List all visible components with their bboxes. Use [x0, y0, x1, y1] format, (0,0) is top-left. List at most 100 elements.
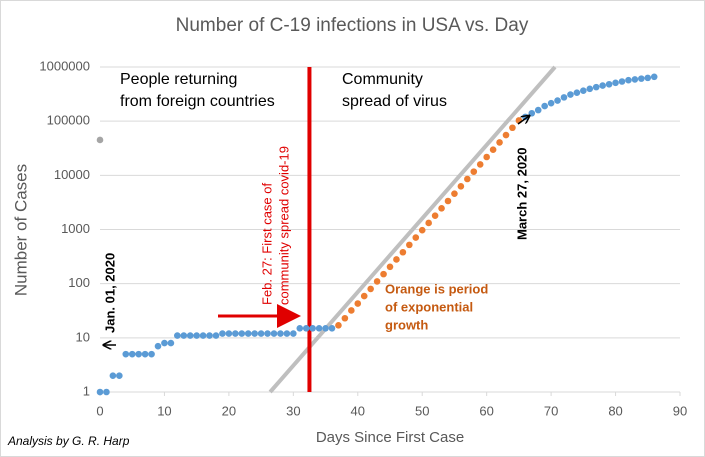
point	[560, 94, 568, 101]
point	[367, 285, 374, 293]
x-tick-label: 20	[222, 403, 236, 418]
point	[605, 80, 613, 88]
annotation: March 27, 2020	[514, 147, 529, 240]
point	[122, 350, 130, 358]
point	[476, 161, 484, 168]
y-axis-label: Number of Cases	[11, 164, 30, 296]
x-tick-label: 90	[673, 403, 687, 418]
point	[406, 241, 413, 249]
point	[399, 248, 407, 256]
point	[541, 102, 548, 110]
point	[225, 330, 233, 337]
point	[496, 139, 503, 146]
x-tick-label: 50	[415, 403, 429, 418]
point	[167, 339, 175, 347]
point	[148, 350, 155, 358]
point	[348, 307, 355, 314]
point	[199, 332, 207, 339]
point	[483, 153, 490, 161]
point	[309, 324, 316, 332]
x-tick-label: 70	[544, 403, 558, 418]
point	[186, 332, 194, 339]
point	[96, 388, 104, 396]
point	[315, 324, 323, 332]
point	[161, 339, 168, 347]
point	[103, 388, 110, 396]
y-tick-label: 100	[68, 275, 90, 290]
point	[547, 99, 555, 107]
point	[567, 91, 574, 98]
x-tick-label: 60	[479, 403, 493, 418]
point	[386, 263, 394, 271]
point	[335, 322, 342, 329]
y-tick-label: 1000	[61, 221, 90, 236]
arrow	[517, 116, 529, 125]
point	[612, 79, 619, 87]
point	[451, 190, 458, 197]
point	[296, 324, 304, 332]
point	[599, 82, 606, 89]
point	[193, 332, 200, 339]
point	[322, 324, 329, 332]
point	[277, 330, 284, 337]
point	[586, 85, 594, 93]
point	[444, 197, 452, 205]
annotation: community spread covid-19	[276, 146, 291, 305]
point	[96, 136, 104, 144]
x-tick-label: 30	[286, 403, 300, 418]
point	[412, 234, 420, 241]
annotation: growth	[385, 317, 428, 332]
point	[219, 330, 226, 337]
y-tick-label: 10	[76, 329, 90, 344]
fit-line	[268, 65, 557, 394]
point	[354, 300, 362, 307]
y-tick-label: 1	[83, 383, 90, 398]
point	[244, 330, 252, 337]
point	[489, 146, 497, 154]
point	[328, 324, 336, 332]
x-tick-label: 40	[351, 403, 365, 418]
point	[212, 332, 220, 339]
annotation: spread of virus	[342, 93, 447, 110]
y-tick-label: 1000000	[39, 58, 90, 73]
annotation: Feb. 27: First case of	[259, 183, 274, 305]
point	[431, 212, 439, 219]
annotation: Analysis by G. R. Harp	[7, 434, 130, 448]
point	[554, 97, 561, 104]
point	[457, 183, 465, 190]
point	[116, 372, 123, 379]
point	[232, 330, 239, 337]
x-tick-label: 10	[157, 403, 171, 418]
point	[109, 372, 117, 379]
annotation: Jan. 01, 2020	[102, 253, 117, 333]
x-axis-label: Days Since First Case	[316, 429, 464, 446]
annotation: of exponential	[385, 299, 473, 314]
point	[438, 205, 445, 212]
point	[470, 168, 478, 175]
point	[270, 330, 278, 337]
point	[509, 124, 516, 132]
point	[425, 219, 432, 227]
point	[154, 342, 162, 350]
point	[528, 109, 536, 117]
point	[257, 330, 265, 337]
point	[264, 330, 271, 337]
point	[650, 73, 658, 81]
annotation: Community	[342, 71, 423, 88]
annotation: Orange is period	[385, 281, 488, 296]
point	[302, 324, 310, 332]
x-tick-label: 0	[96, 403, 103, 418]
annotation: People returning	[120, 71, 237, 88]
point	[283, 330, 291, 337]
point	[373, 278, 381, 285]
point	[618, 78, 626, 85]
point	[290, 330, 297, 337]
point	[128, 350, 136, 358]
point	[180, 332, 188, 339]
y-tick-label: 100000	[47, 113, 90, 128]
point	[631, 76, 639, 83]
point	[393, 256, 400, 263]
point	[135, 350, 142, 358]
